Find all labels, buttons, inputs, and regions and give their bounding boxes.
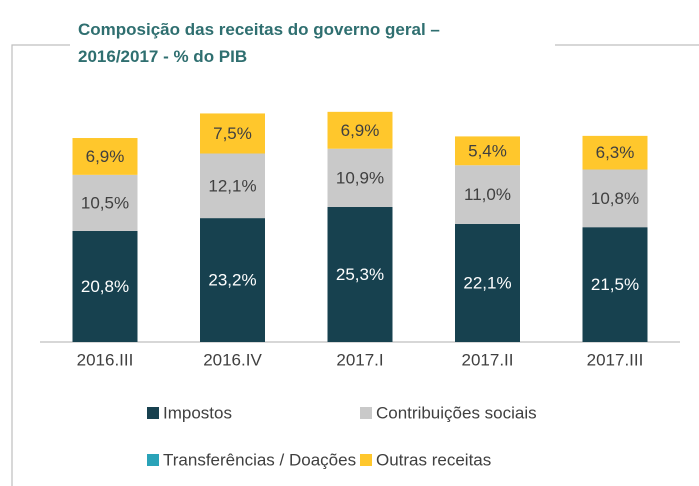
- x-tick-label: 2017.I: [336, 350, 383, 369]
- data-label: 23,2%: [208, 271, 256, 290]
- bar-segment: [582, 135, 648, 170]
- x-tick-label: 2016.IV: [203, 350, 262, 369]
- legend-label: Contribuições sociais: [376, 403, 537, 422]
- bar-segment: [455, 223, 520, 342]
- data-label: 25,3%: [336, 265, 384, 284]
- legend-swatch: [147, 407, 159, 419]
- x-tick-label: 2017.II: [462, 350, 514, 369]
- data-label: 7,5%: [213, 124, 252, 143]
- data-label: 22,1%: [463, 273, 511, 292]
- bar-segment: [72, 174, 138, 231]
- bar-segment: [455, 165, 520, 224]
- data-label: 12,1%: [208, 176, 256, 195]
- legend-swatch: [360, 454, 372, 466]
- data-label: 20,8%: [81, 277, 129, 296]
- bar-segment: [200, 113, 265, 154]
- data-label: 10,5%: [81, 193, 129, 212]
- x-tick-label: 2017.III: [587, 350, 644, 369]
- frame: [11, 44, 70, 486]
- x-tick-label: 2016.III: [77, 350, 134, 369]
- legend-swatch: [147, 454, 159, 466]
- legend-label: Transferências / Doações: [163, 450, 356, 469]
- legend-label: Outras receitas: [376, 450, 491, 469]
- bar-segment: [327, 206, 393, 342]
- legend-label: Impostos: [163, 403, 232, 422]
- data-label: 10,8%: [591, 189, 639, 208]
- bar-segment: [327, 111, 393, 149]
- data-label: 10,9%: [336, 168, 384, 187]
- bar-segment: [72, 230, 138, 342]
- data-label: 21,5%: [591, 275, 639, 294]
- bar-segment: [200, 153, 265, 219]
- bar-segment: [455, 136, 520, 166]
- bar-segment: [327, 148, 393, 207]
- data-label: 6,9%: [86, 147, 125, 166]
- legend-swatch: [360, 407, 372, 419]
- data-label: 5,4%: [468, 141, 507, 160]
- data-label: 11,0%: [464, 185, 511, 204]
- data-label: 6,9%: [341, 121, 380, 140]
- bar-segment: [582, 169, 648, 228]
- bar-segment: [200, 218, 265, 342]
- data-label: 6,3%: [596, 143, 635, 162]
- chart-title: Composição das receitas do governo geral…: [78, 20, 440, 66]
- bar-segment: [582, 227, 648, 342]
- bar-segment: [72, 138, 138, 175]
